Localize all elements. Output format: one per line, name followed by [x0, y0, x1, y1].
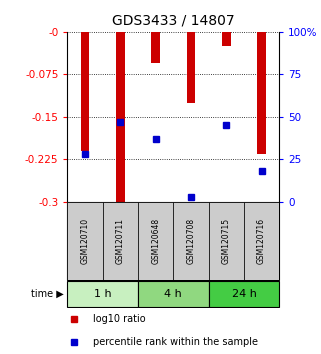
Text: log10 ratio: log10 ratio: [93, 314, 146, 325]
Bar: [257, 32, 266, 154]
FancyBboxPatch shape: [209, 281, 279, 307]
Bar: [116, 32, 125, 202]
Text: time ▶: time ▶: [31, 289, 64, 299]
Bar: [222, 32, 231, 46]
FancyBboxPatch shape: [67, 281, 138, 307]
FancyBboxPatch shape: [138, 202, 173, 280]
Text: GSM120710: GSM120710: [81, 218, 90, 264]
Text: GSM120716: GSM120716: [257, 218, 266, 264]
Text: GSM120711: GSM120711: [116, 218, 125, 264]
FancyBboxPatch shape: [244, 202, 279, 280]
FancyBboxPatch shape: [67, 202, 103, 280]
Text: GSM120708: GSM120708: [187, 218, 195, 264]
Bar: [151, 32, 160, 63]
FancyBboxPatch shape: [138, 281, 209, 307]
Text: GSM120715: GSM120715: [222, 218, 231, 264]
Text: percentile rank within the sample: percentile rank within the sample: [93, 337, 258, 348]
Bar: [187, 32, 195, 103]
FancyBboxPatch shape: [209, 202, 244, 280]
FancyBboxPatch shape: [173, 202, 209, 280]
Text: 1 h: 1 h: [94, 289, 111, 299]
Title: GDS3433 / 14807: GDS3433 / 14807: [112, 14, 235, 28]
Text: 4 h: 4 h: [164, 289, 182, 299]
Text: 24 h: 24 h: [231, 289, 256, 299]
Text: GSM120648: GSM120648: [151, 218, 160, 264]
FancyBboxPatch shape: [103, 202, 138, 280]
Bar: [81, 32, 90, 151]
